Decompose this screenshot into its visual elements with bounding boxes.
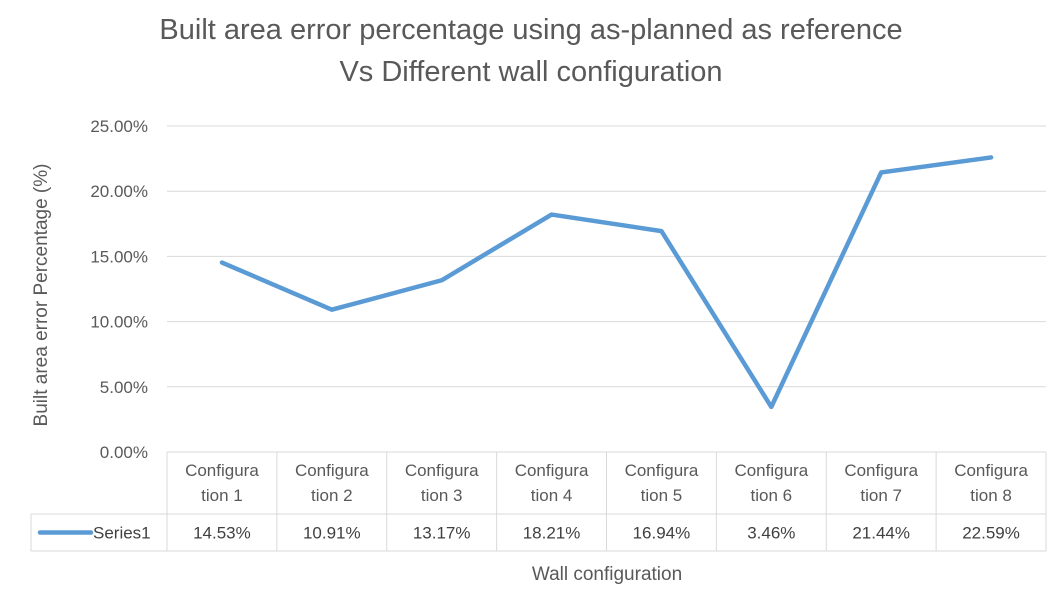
series-line [219,155,994,410]
data-table-value: 14.53% [193,524,251,543]
x-category-label: tion 5 [641,486,683,505]
y-axis-ticks: 0.00% 5.00% 10.00% 15.00% 20.00% 25.00% [90,117,148,462]
x-category-label: tion 2 [311,486,353,505]
x-category-label: Configura [625,461,699,480]
y-axis-title: Built area error Percentage (%) [31,164,52,427]
x-category-label: Configura [405,461,479,480]
chart-title-line-1: Built area error percentage using as-pla… [159,14,903,46]
data-table-value: 22.59% [962,524,1020,543]
x-category-label: tion 1 [201,486,243,505]
gridlines [167,125,1046,388]
data-table-value: 13.17% [413,524,471,543]
data-table-value: 3.46% [747,524,795,543]
x-category-label: tion 3 [421,486,463,505]
x-category-label: Configura [844,461,918,480]
x-category-label: Configura [954,461,1028,480]
y-tick-label: 5.00% [100,378,148,397]
chart-title-line-2: Vs Different wall configuration [339,56,723,88]
legend-label: Series1 [93,524,151,543]
x-category-label: tion 7 [860,486,902,505]
y-tick-label: 25.00% [90,117,148,136]
data-table-value: 21.44% [852,524,910,543]
x-category-label: tion 8 [970,486,1012,505]
x-category-label: Configura [734,461,808,480]
x-category-label: Configura [515,461,589,480]
data-table-value: 18.21% [523,524,581,543]
y-tick-label: 0.00% [100,443,148,462]
data-table: Configura tion 1 Configura tion 2 Configura t… [30,451,1047,552]
x-axis-title: Wall configuration [532,564,682,585]
x-category-label: Configura [295,461,369,480]
x-category-label: tion 4 [531,486,573,505]
series-lines [219,155,994,410]
data-table-value: 16.94% [633,524,691,543]
y-tick-label: 20.00% [90,182,148,201]
x-category-label: Configura [185,461,259,480]
data-table-value: 10.91% [303,524,361,543]
x-category-label: tion 6 [751,486,793,505]
y-tick-label: 15.00% [90,247,148,266]
y-tick-label: 10.00% [90,313,148,332]
